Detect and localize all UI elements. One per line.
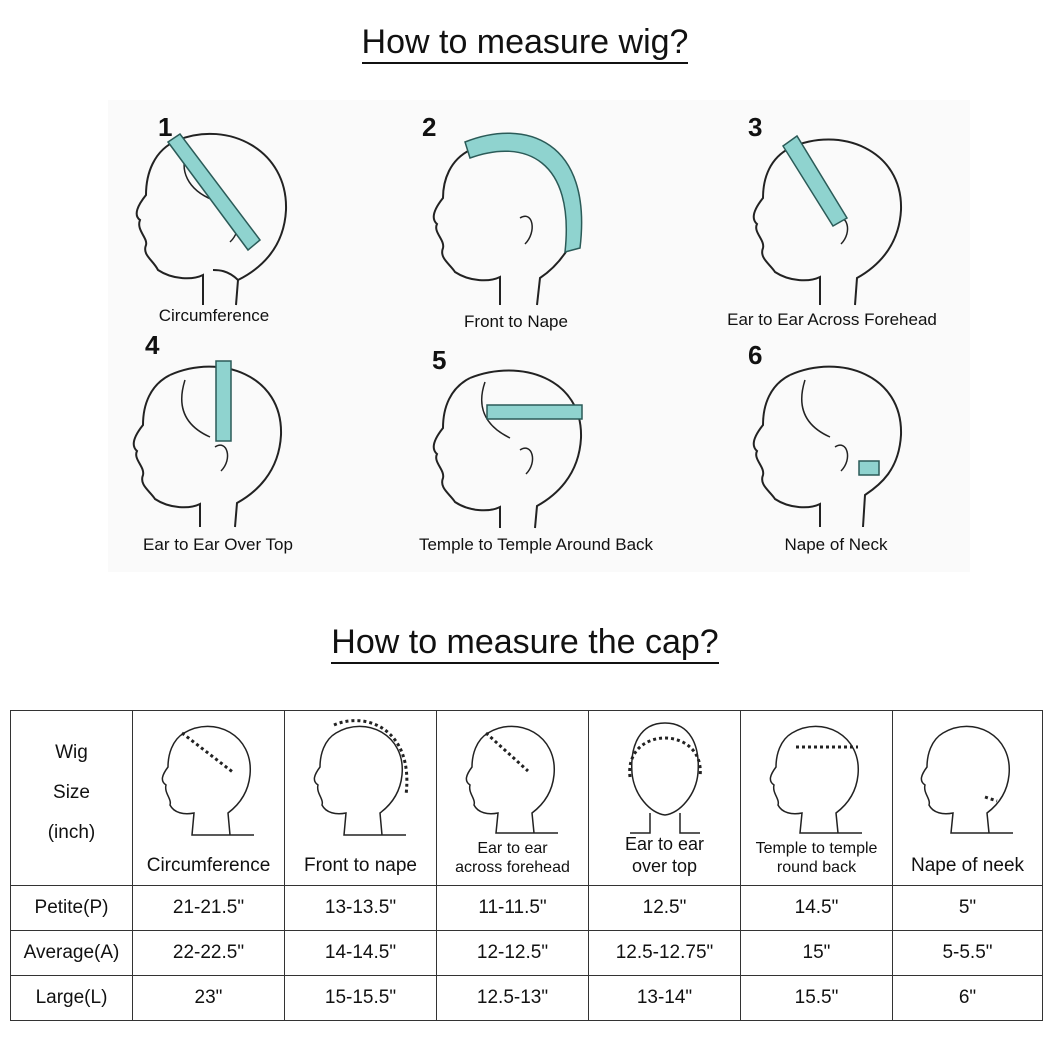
cap-nape-of-neek-icon: [920, 725, 1013, 834]
figure-caption-2: Front to Nape: [464, 312, 568, 331]
figure-number-4: 4: [145, 330, 160, 360]
table-cell: 15": [740, 930, 893, 976]
table-cell: 12-12.5": [436, 930, 589, 976]
column-header-temple-to-temple: Temple to temple round back: [740, 710, 893, 886]
table-cell: 13-14": [588, 975, 741, 1021]
head-ear-to-ear-over-top-illustration: [132, 360, 283, 528]
wig-size-table: Wig Size (inch) Circumference Front to n…: [10, 710, 1043, 1021]
head-front-to-nape-illustration: [432, 132, 583, 306]
table-cell: 12.5": [588, 885, 741, 931]
cap-circumference-icon: [161, 725, 254, 836]
figure-caption-4: Ear to Ear Over Top: [143, 535, 293, 554]
head-nape-of-neck-illustration: [752, 365, 903, 528]
table-cell: 13-13.5": [284, 885, 437, 931]
table-cell: 15.5": [740, 975, 893, 1021]
head-ear-to-ear-forehead-illustration: [752, 134, 903, 306]
table-cell: 15-15.5": [284, 975, 437, 1021]
cap-measure-title: How to measure the cap?: [0, 622, 1050, 664]
column-header-ear-to-ear-forehead: Ear to ear across forehead: [436, 710, 589, 886]
column-label-nape-of-neek: Nape of neek: [910, 855, 1025, 876]
figure-caption-5: Temple to Temple Around Back: [418, 535, 654, 554]
column-label-front-to-nape: Front to nape: [303, 855, 418, 876]
size-label-large: Large(L): [10, 975, 133, 1021]
wig-size-line-2: Size: [53, 782, 90, 803]
wig-size-line-3: (inch): [47, 822, 96, 843]
column-label-ear-to-ear-top: Ear to ear over top: [624, 834, 705, 876]
table-header-row: Wig Size (inch) Circumference Front to n…: [10, 710, 1043, 886]
wig-measure-title: How to measure wig?: [0, 22, 1050, 64]
cap-ear-to-ear-top-icon: [627, 722, 702, 834]
figure-number-2: 2: [422, 112, 437, 142]
figure-caption-3: Ear to Ear Across Forehead: [727, 310, 937, 329]
table-cell: 12.5-12.75": [588, 930, 741, 976]
size-label-petite: Petite(P): [10, 885, 133, 931]
table-row-petite: Petite(P) 21-21.5" 13-13.5" 11-11.5" 12.…: [10, 885, 1043, 931]
figure-number-5: 5: [432, 345, 447, 375]
table-cell: 5-5.5": [892, 930, 1043, 976]
table-row-large: Large(L) 23" 15-15.5" 12.5-13" 13-14" 15…: [10, 975, 1043, 1021]
size-label-average: Average(A): [10, 930, 133, 976]
cap-front-to-nape-icon: [313, 719, 408, 836]
table-cell: 6": [892, 975, 1043, 1021]
column-label-ear-to-ear-forehead: Ear to ear across forehead: [455, 840, 570, 876]
column-label-circumference: Circumference: [146, 855, 271, 876]
figure-caption-1: Circumference: [158, 306, 270, 325]
figure-caption-6: Nape of Neck: [784, 535, 888, 554]
table-cell: 14.5": [740, 885, 893, 931]
cap-ear-to-ear-forehead-icon: [465, 725, 558, 834]
figure-number-3: 3: [748, 112, 763, 142]
table-cell: 21-21.5": [132, 885, 285, 931]
table-row-average: Average(A) 22-22.5" 14-14.5" 12-12.5" 12…: [10, 930, 1043, 976]
column-header-circumference: Circumference: [132, 710, 285, 886]
head-circumference-illustration: [135, 132, 288, 306]
table-cell: 23": [132, 975, 285, 1021]
column-header-ear-to-ear-top: Ear to ear over top: [588, 710, 741, 886]
table-cell: 14-14.5": [284, 930, 437, 976]
table-cell: 12.5-13": [436, 975, 589, 1021]
head-temple-to-temple-illustration: [432, 369, 583, 529]
cap-temple-to-temple-icon: [769, 725, 862, 834]
wig-size-header: Wig Size (inch): [10, 710, 133, 886]
table-cell: 22-22.5": [132, 930, 285, 976]
figure-number-6: 6: [748, 340, 763, 370]
table-cell: 5": [892, 885, 1043, 931]
column-label-temple-to-temple: Temple to temple round back: [755, 840, 878, 876]
figure-number-1: 1: [158, 112, 173, 142]
table-cell: 11-11.5": [436, 885, 589, 931]
column-header-nape-of-neek: Nape of neek: [892, 710, 1043, 886]
column-header-front-to-nape: Front to nape: [284, 710, 437, 886]
wig-size-line-1: Wig: [55, 742, 88, 763]
